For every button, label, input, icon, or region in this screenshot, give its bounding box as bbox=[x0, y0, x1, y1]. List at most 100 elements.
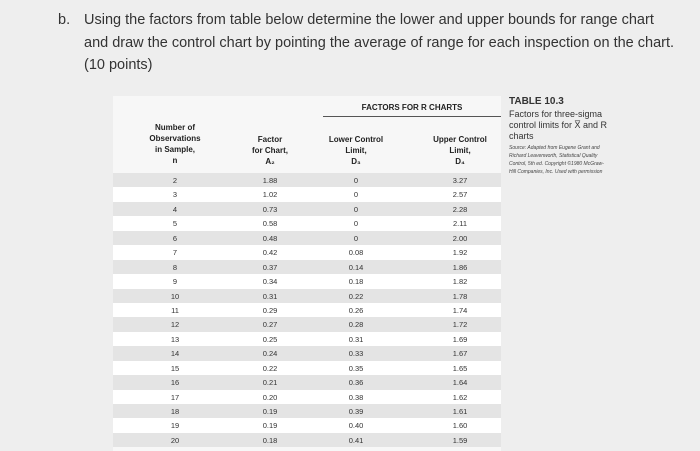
table-cell: 2.57 bbox=[452, 190, 468, 200]
table-cell: 0.38 bbox=[348, 392, 364, 402]
table-cell: 0.34 bbox=[262, 277, 278, 287]
table-row: 4 0.73 0 2.28 bbox=[113, 201, 501, 217]
table-cell: 0.25 bbox=[262, 334, 278, 344]
caption-source: Hill Companies, Inc. Used with permissio… bbox=[509, 169, 603, 175]
table-cell: 0.28 bbox=[348, 320, 364, 330]
table-cell: 1.60 bbox=[452, 421, 468, 431]
table-cell: 3.27 bbox=[452, 176, 468, 185]
table-cell: 0.18 bbox=[348, 277, 364, 287]
caption-source: Source: Adapted from Eugene Grant and bbox=[509, 145, 600, 151]
table-cell: 16 bbox=[170, 378, 180, 388]
table-cell: 0.21 bbox=[262, 378, 278, 388]
factors-table: FACTORS FOR R CHARTS Number of Observatio… bbox=[113, 96, 501, 451]
column-header: Lower Control bbox=[328, 135, 384, 144]
table-row: 18 0.19 0.39 1.61 bbox=[113, 404, 501, 419]
table-cell: 0.19 bbox=[262, 421, 278, 431]
table-cell: 0 bbox=[353, 233, 359, 243]
table-cell: 0.31 bbox=[348, 334, 364, 344]
caption-label: TABLE 10.3 bbox=[509, 96, 564, 107]
table-row: 13 0.25 0.31 1.69 bbox=[113, 331, 501, 347]
table-cell: 2 bbox=[172, 176, 178, 185]
caption-line: charts bbox=[509, 131, 534, 141]
table-row: 12 0.27 0.28 1.72 bbox=[113, 317, 501, 332]
table-cell: 1.61 bbox=[452, 407, 468, 417]
table-cell: 0.20 bbox=[262, 392, 278, 402]
table-cell: 0.18 bbox=[262, 435, 278, 445]
table-row: 16 0.21 0.36 1.64 bbox=[113, 375, 501, 390]
table-row: 10 0.31 0.22 1.78 bbox=[113, 288, 501, 303]
column-header: Limit, bbox=[449, 146, 471, 155]
table-cell: 1.74 bbox=[452, 305, 468, 315]
table-cell: 3 bbox=[172, 190, 178, 200]
column-header: for Chart, bbox=[252, 146, 288, 155]
table-cell: 1.86 bbox=[452, 262, 468, 272]
caption-source: Richard Leavenworth, Statistical Quality bbox=[509, 153, 598, 159]
table-cell: 0 bbox=[353, 176, 359, 185]
table-cell: 0.37 bbox=[262, 262, 278, 272]
table-row: 17 0.20 0.38 1.62 bbox=[113, 389, 501, 405]
title-rule bbox=[323, 116, 501, 117]
table-cell: 2.28 bbox=[452, 204, 468, 214]
table-row: 20 0.18 0.41 1.59 bbox=[113, 432, 501, 448]
table-cell: 20 bbox=[170, 435, 180, 445]
table-cell: 0.35 bbox=[348, 363, 364, 373]
table-cell: 9 bbox=[172, 277, 178, 287]
column-header: Factor bbox=[257, 135, 283, 144]
column-header: D₃ bbox=[351, 157, 361, 166]
question-label: b. bbox=[58, 12, 71, 28]
column-header: Observations bbox=[149, 134, 201, 143]
table-cell: 1.69 bbox=[452, 334, 468, 344]
table-cell: 0.40 bbox=[348, 421, 364, 431]
table-row: 9 0.34 0.18 1.82 bbox=[113, 274, 501, 289]
table-cell: 13 bbox=[170, 334, 180, 344]
column-header: in Sample, bbox=[154, 145, 195, 154]
table-cell: 12 bbox=[170, 320, 180, 330]
table-cell: 2.00 bbox=[452, 233, 468, 243]
table-cell: 1.88 bbox=[262, 176, 278, 185]
table-cell: 5 bbox=[172, 219, 178, 229]
table-cell: 0.26 bbox=[348, 305, 364, 315]
table-cell: 11 bbox=[171, 305, 179, 315]
table-row: 7 0.42 0.08 1.92 bbox=[113, 245, 501, 260]
table-cell: 7 bbox=[172, 248, 178, 258]
column-header: Upper Control bbox=[433, 135, 487, 144]
table-row: 11 0.29 0.26 1.74 bbox=[113, 302, 501, 318]
table-cell: 1.64 bbox=[452, 378, 468, 388]
column-header: n bbox=[172, 156, 178, 165]
table-cell: 1.92 bbox=[452, 248, 468, 258]
caption-source: Control, 5th ed. Copyright ©1980 McGraw- bbox=[509, 161, 604, 167]
table-cell: 1.72 bbox=[452, 320, 468, 330]
table-title: FACTORS FOR R CHARTS bbox=[361, 103, 463, 112]
caption-line: control limits for X̅ and R bbox=[509, 120, 608, 130]
table-cell: 1.67 bbox=[452, 349, 468, 359]
table-row: 2 1.88 0 3.27 bbox=[113, 173, 501, 188]
table-cell: 0.36 bbox=[348, 378, 364, 388]
table-cell: 0.48 bbox=[262, 233, 278, 243]
table-cell: 0.22 bbox=[348, 291, 364, 301]
table-row: 3 1.02 0 2.57 bbox=[113, 187, 501, 202]
table-cell: 14 bbox=[170, 349, 180, 359]
table-cell: 0 bbox=[353, 204, 359, 214]
table-cell: 0.42 bbox=[262, 248, 278, 258]
table-cell: 0.08 bbox=[348, 248, 364, 258]
column-header: Limit, bbox=[345, 146, 367, 155]
table-cell: 0.22 bbox=[262, 363, 278, 373]
table-cell: 0.58 bbox=[262, 219, 278, 229]
table-cell: 8 bbox=[172, 262, 178, 272]
table-cell: 0.73 bbox=[262, 204, 278, 214]
table-cell: 0.41 bbox=[348, 435, 364, 445]
table-cell: 17 bbox=[170, 392, 180, 402]
table-row: 6 0.48 0 2.00 bbox=[113, 230, 501, 246]
table-cell: 1.59 bbox=[452, 435, 468, 445]
table-cell: 0.27 bbox=[262, 320, 278, 330]
question-line: Using the factors from table below deter… bbox=[84, 12, 654, 28]
column-header: Number of bbox=[155, 123, 195, 132]
table-cell: 0.31 bbox=[262, 291, 278, 301]
table-cell: 10 bbox=[170, 291, 180, 301]
caption-line: Factors for three-sigma bbox=[509, 109, 603, 119]
table-cell: 15 bbox=[170, 363, 180, 373]
table-cell: 1.78 bbox=[452, 291, 468, 301]
column-header: A₂ bbox=[265, 157, 275, 166]
table-row: 14 0.24 0.33 1.67 bbox=[113, 346, 501, 361]
